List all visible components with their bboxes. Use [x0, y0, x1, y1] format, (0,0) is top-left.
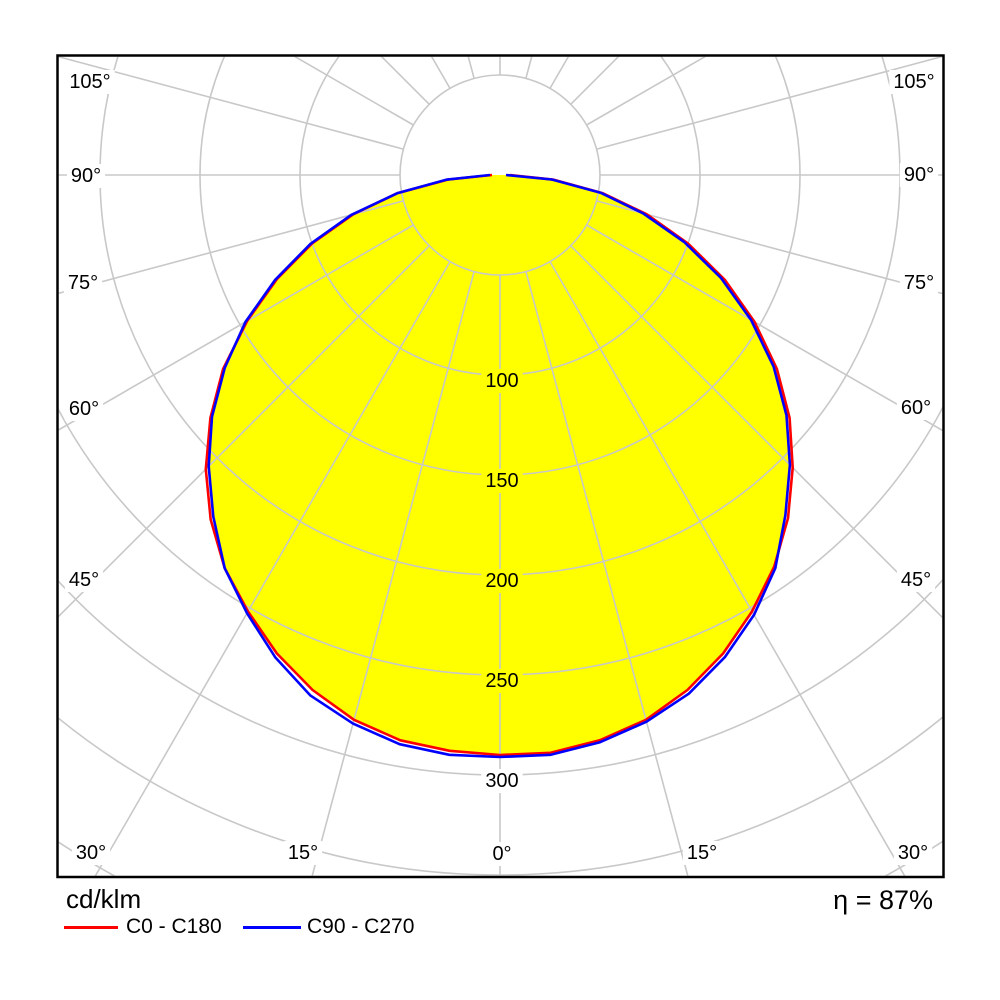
grid-spoke — [596, 56, 943, 150]
grid-spoke — [570, 245, 943, 619]
grid-spoke — [430, 56, 451, 89]
ring-label-250: 250 — [485, 670, 518, 692]
angle-label-6-backdrop — [283, 841, 323, 865]
grid-spoke — [549, 261, 906, 876]
angle-label-5: 30° — [76, 842, 106, 864]
ring-label-250-backdrop — [481, 669, 523, 693]
angle-label-10: 45° — [901, 569, 931, 591]
angle-label-7: 0° — [492, 843, 511, 865]
ring-label-200: 200 — [485, 570, 518, 592]
angle-label-0: 105° — [69, 71, 110, 93]
angle-label-13-backdrop — [899, 163, 939, 187]
legend-label-c0: C0 - C180 — [126, 915, 222, 938]
legend-label-c90: C90 - C270 — [307, 915, 415, 938]
angle-label-2: 75° — [68, 272, 98, 294]
curve-c90-c270 — [207, 173, 792, 759]
angle-label-4: 45° — [69, 569, 99, 591]
ring-label-150: 150 — [485, 470, 518, 492]
grid-spoke — [58, 200, 404, 295]
angle-label-8: 15° — [687, 842, 717, 864]
ring-label-150-backdrop — [481, 469, 523, 493]
angle-label-8-backdrop — [682, 841, 722, 865]
angle-label-14: 105° — [893, 71, 934, 93]
angle-label-1-backdrop — [66, 164, 106, 188]
efficiency-label: η = 87% — [833, 885, 933, 915]
grid-spoke — [311, 271, 475, 876]
legend-line-c90-icon — [243, 926, 301, 929]
grid-spoke — [586, 56, 707, 126]
ring-label-300: 300 — [485, 770, 518, 792]
angle-label-9-backdrop — [893, 841, 933, 865]
ring-label-200-backdrop — [481, 569, 523, 593]
angle-label-11-backdrop — [896, 396, 936, 420]
grid-spoke — [525, 56, 533, 79]
angle-label-9: 30° — [898, 842, 928, 864]
angle-label-5-backdrop — [71, 841, 111, 865]
ring-label-300-backdrop — [481, 769, 523, 793]
grid-spoke — [467, 56, 475, 79]
ring-label-100-backdrop — [481, 369, 523, 393]
angle-label-3: 60° — [69, 398, 99, 420]
grid-spoke — [549, 56, 570, 89]
angle-label-14-backdrop — [889, 70, 939, 94]
grid-spoke — [380, 56, 430, 105]
angle-label-12: 75° — [904, 272, 934, 294]
grid-spoke — [596, 200, 943, 295]
angle-label-1: 90° — [71, 165, 101, 187]
legend-line-c0-icon — [64, 926, 118, 929]
angle-label-0-backdrop — [65, 70, 115, 94]
grid-spoke — [293, 56, 414, 126]
angle-label-7-backdrop — [488, 842, 516, 866]
grid-spoke — [525, 271, 689, 876]
angle-label-6: 15° — [288, 842, 318, 864]
grid-spoke — [58, 245, 430, 618]
angle-label-12-backdrop — [899, 271, 939, 295]
angle-label-2-backdrop — [63, 271, 103, 295]
chart-frame — [56, 54, 945, 879]
angle-label-4-backdrop — [64, 568, 104, 592]
angle-label-13: 90° — [904, 164, 934, 186]
grid-spoke — [58, 56, 404, 150]
angle-label-11: 60° — [901, 397, 931, 419]
angle-label-10-backdrop — [896, 568, 936, 592]
grid-spoke — [94, 261, 451, 876]
ring-label-100: 100 — [485, 370, 518, 392]
unit-label: cd/klm — [66, 884, 142, 914]
angle-label-3-backdrop — [64, 397, 104, 421]
